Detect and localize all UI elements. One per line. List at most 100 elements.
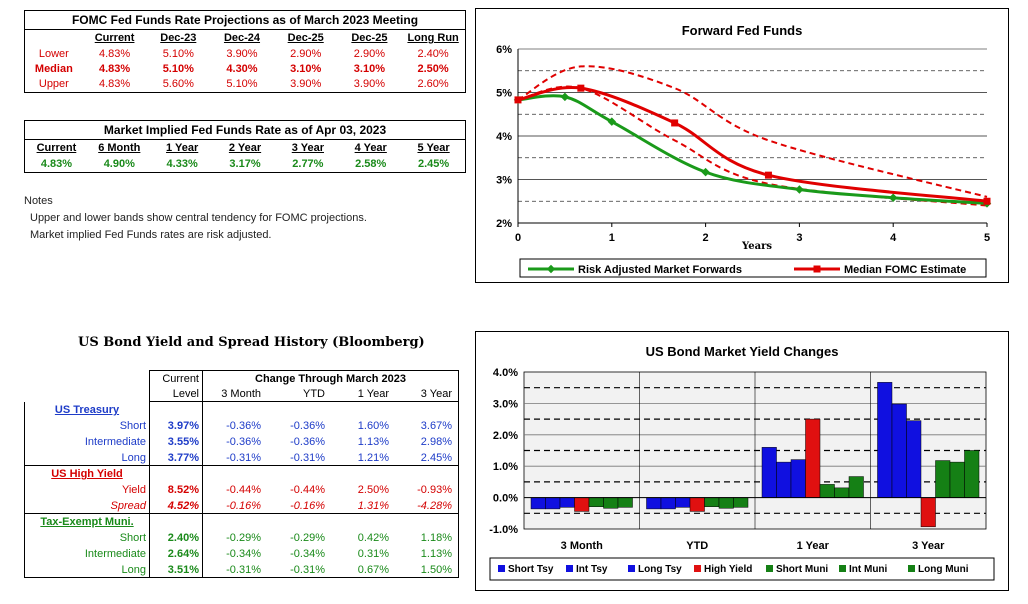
legend-marker xyxy=(546,264,556,274)
x-tick-label: 4 xyxy=(890,232,897,244)
x-tick-label: 3 Year xyxy=(912,540,945,552)
bar xyxy=(545,497,561,510)
fomc-cell: 2.90% xyxy=(290,48,322,60)
row-value: 1.31% xyxy=(331,498,395,514)
market-forwards-point xyxy=(560,92,570,102)
y-tick-label: 0.0% xyxy=(493,493,518,505)
row-value: -0.29% xyxy=(226,532,261,544)
bond-yield-changes-chart: US Bond Market Yield Changes -1.0% 0.0% 1.0… xyxy=(475,331,1009,591)
bar xyxy=(588,497,604,507)
bond-table-title: US Bond Yield and Spread History (Bloomb… xyxy=(78,335,425,350)
y-tick-label: 2% xyxy=(496,218,512,230)
bar xyxy=(718,497,734,509)
median-fomc-point xyxy=(514,96,522,104)
bar xyxy=(834,487,850,498)
legend-label: Int Tsy xyxy=(576,564,608,575)
bar xyxy=(877,382,893,498)
row-level: 3.77% xyxy=(149,450,203,466)
bar xyxy=(819,484,835,498)
implied-cell: 2.45% xyxy=(417,158,450,170)
notes-line: Market implied Fed Funds rates are risk … xyxy=(30,229,272,241)
bar xyxy=(891,403,907,498)
row-label: Intermediate xyxy=(24,546,149,562)
median-fomc-point xyxy=(577,84,585,92)
market-forwards-point xyxy=(888,193,898,203)
row-level: 2.64% xyxy=(149,546,203,562)
row-value: -0.16% xyxy=(203,498,267,514)
bar xyxy=(805,418,821,498)
implied-col-header: 2 Year xyxy=(228,142,262,154)
y-tick-label: 2.0% xyxy=(493,430,518,442)
legend-label: Long Muni xyxy=(918,564,969,575)
implied-cell: 2.58% xyxy=(355,158,387,170)
legend-box xyxy=(489,557,995,581)
fomc-cell: 3.10% xyxy=(290,63,322,75)
table-row: Long 3.51% -0.31% -0.31% 0.67% 1.50% xyxy=(24,562,459,578)
table-row: Spread 4.52% -0.16% -0.16% 1.31% -4.28% xyxy=(24,498,459,514)
fomc-cell: 2.50% xyxy=(417,63,449,75)
bond-yield-changes-svg: US Bond Market Yield Changes -1.0% 0.0% 1.0… xyxy=(489,344,995,581)
fomc-cell: 5.10% xyxy=(162,63,194,75)
bar xyxy=(704,497,720,507)
bar xyxy=(603,497,619,509)
bond-yield-table: Current Change Through March 2023 Level … xyxy=(24,370,459,578)
fomc-cell: 2.40% xyxy=(417,48,449,60)
fomc-col-header: Dec-25 xyxy=(351,32,388,44)
row-value: 1.13% xyxy=(357,436,389,448)
implied-cell: 4.90% xyxy=(103,158,135,170)
fomc-band-line xyxy=(517,85,988,207)
row-level: 2.40% xyxy=(149,530,203,546)
fomc-row-label: Lower xyxy=(38,48,69,60)
row-level: 3.97% xyxy=(149,418,203,434)
x-tick-label: 0 xyxy=(515,232,521,244)
row-level: 3.51% xyxy=(149,562,203,578)
implied-cell: 3.17% xyxy=(229,158,261,170)
median-fomc-point xyxy=(671,119,679,127)
row-value: -0.36% xyxy=(290,436,325,448)
fomc-cell: 5.60% xyxy=(162,78,194,90)
bar xyxy=(935,460,951,498)
fomc-cell: 3.90% xyxy=(353,78,385,90)
bond-header-change-title: Change Through March 2023 xyxy=(203,370,459,386)
bar xyxy=(660,497,676,510)
y-tick-label: 5% xyxy=(496,88,512,100)
section-tax-exempt-muni: Tax-Exempt Muni. xyxy=(24,514,459,530)
legend-label: Long Tsy xyxy=(638,564,682,575)
fomc-cell: 2.90% xyxy=(353,48,385,60)
legend-swatch xyxy=(566,565,573,572)
implied-col-header: 4 Year xyxy=(354,142,387,154)
y-tick-label: 4.0% xyxy=(493,367,518,379)
row-level: 8.52% xyxy=(149,482,203,498)
x-tick-label: 1 xyxy=(609,232,615,244)
legend-swatch xyxy=(766,565,773,572)
section-label: Tax-Exempt Muni. xyxy=(24,514,149,530)
fomc-table-title: FOMC Fed Funds Rate Projections as of Ma… xyxy=(25,11,465,30)
bond-header-col: YTD xyxy=(267,386,331,402)
bar xyxy=(776,461,792,498)
row-value: 3.67% xyxy=(395,418,459,434)
fomc-cell: 4.30% xyxy=(226,63,258,75)
fomc-row-label: Median xyxy=(34,63,73,75)
row-label: Intermediate xyxy=(24,434,149,450)
bar xyxy=(733,497,749,508)
table-row: Short 2.40% -0.29% -0.29% 0.42% 1.18% xyxy=(24,530,459,546)
x-tick-label: 3 Month xyxy=(561,540,603,552)
fomc-band-line xyxy=(517,65,988,198)
row-label: Short xyxy=(24,530,149,546)
y-tick-label: 3.0% xyxy=(493,398,518,410)
table-row: Yield 8.52% -0.44% -0.44% 2.50% -0.93% xyxy=(24,482,459,498)
legend-swatch xyxy=(908,565,915,572)
row-value: 1.21% xyxy=(331,450,395,466)
row-value: -0.44% xyxy=(226,484,261,496)
bond-header-col: 1 Year xyxy=(331,386,395,402)
implied-col-header: 1 Year xyxy=(166,142,199,154)
table-row: Intermediate 3.55% -0.36% -0.36% 1.13% 2… xyxy=(24,434,459,450)
fomc-projections-table: FOMC Fed Funds Rate Projections as of Ma… xyxy=(24,10,466,93)
bar xyxy=(559,497,575,508)
section-us-treasury: US Treasury xyxy=(24,402,459,418)
implied-cell: 4.83% xyxy=(40,158,73,170)
bar xyxy=(675,497,691,508)
fomc-cell: 3.10% xyxy=(353,63,385,75)
table-row: Short 3.97% -0.36% -0.36% 1.60% 3.67% xyxy=(24,418,459,434)
row-label: Long xyxy=(24,562,149,578)
